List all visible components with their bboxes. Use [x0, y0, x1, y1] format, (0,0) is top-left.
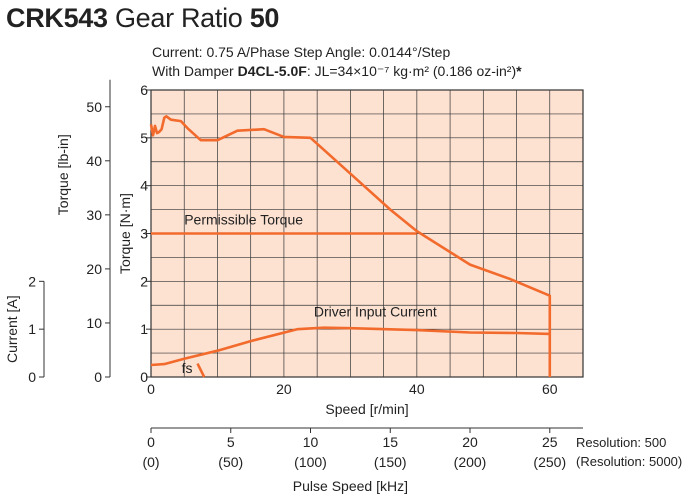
pulse-speed-label: Pulse Speed [kHz]	[293, 478, 408, 494]
pulse-tick-label: 25	[542, 434, 558, 450]
conditions-line-2: With Damper D4CL-5.0F: JL=34×10⁻⁷ kg·m² …	[152, 63, 522, 80]
y-tick-label-lbin: 20	[86, 261, 102, 277]
x-tick-label: 20	[276, 381, 292, 397]
y-tick-label-nm: 1	[140, 321, 148, 337]
model-name: CRK543	[6, 3, 108, 33]
fs-label: fs	[182, 360, 193, 376]
conditions-suffix: : JL=34×10⁻⁷ kg·m² (0.186 oz-in²)	[306, 63, 517, 79]
resolution-note: Resolution: 500	[576, 435, 666, 450]
pulse-tick-label: 10	[303, 434, 319, 450]
pulse-tick-label-sub: (50)	[218, 454, 243, 470]
pulse-speed-axis: 0 (0) 5 (50) 10 (100) 15 (150) 20 (200) 25 (250)	[142, 427, 583, 470]
y-axis-label-lbin: Torque [lb-in]	[55, 134, 71, 215]
series-pullout	[149, 115, 552, 377]
y-tick-label-nm: 5	[140, 130, 148, 146]
resolution-note-alt: (Resolution: 5000)	[576, 454, 682, 469]
conditions-line-1: Current: 0.75 A/Phase Step Angle: 0.0144…	[152, 44, 451, 60]
y-tick-label-nm: 3	[140, 226, 148, 242]
y-tick-label-current: 0	[28, 369, 36, 385]
pulse-tick-label: 20	[462, 434, 478, 450]
y-tick-label-current: 1	[28, 321, 36, 337]
pulse-tick-label-sub: (150)	[374, 454, 407, 470]
y-tick-label-current: 2	[28, 273, 36, 289]
pulse-tick-label-sub: (100)	[294, 454, 327, 470]
driver-input-current-label: Driver Input Current	[314, 303, 437, 319]
y-tick-label-nm: 0	[140, 369, 148, 385]
y-axis-label-nm: Torque [N·m]	[117, 193, 133, 274]
damper-model: D4CL-5.0F	[237, 63, 307, 79]
series-fs	[196, 363, 206, 378]
y-tick-label-lbin: 30	[86, 207, 102, 223]
y-tick-label-lbin: 40	[86, 153, 102, 169]
pulse-tick-label-sub: (250)	[533, 454, 566, 470]
gear-ratio-value: 50	[249, 3, 280, 33]
series-current	[150, 326, 550, 367]
x-axis-label: Speed [r/min]	[325, 401, 408, 417]
y-tick-label-nm: 6	[140, 82, 148, 98]
pulse-tick-label-sub: (0)	[142, 454, 159, 470]
pulse-tick-label: 15	[382, 434, 398, 450]
y-tick-label-nm: 4	[140, 178, 148, 194]
conditions-prefix: With Damper	[152, 63, 234, 79]
x-tick-label: 40	[409, 381, 425, 397]
y-tick-label-lbin: 0	[94, 369, 102, 385]
x-tick-label: 60	[542, 381, 558, 397]
y-tick-label-lbin: 10	[86, 315, 102, 331]
gear-ratio-label: Gear Ratio	[114, 3, 243, 33]
y-tick-label-nm: 2	[140, 273, 148, 289]
y-tick-label-lbin: 50	[86, 99, 102, 115]
y-axis-label-current: Current [A]	[4, 295, 20, 363]
permissible-torque-label: Permissible Torque	[184, 212, 303, 228]
pulse-tick-label-sub: (200)	[454, 454, 487, 470]
asterisk-mark: *	[516, 63, 522, 79]
curves	[149, 115, 552, 378]
x-tick-label: 0	[147, 381, 155, 397]
pulse-tick-label: 5	[227, 434, 235, 450]
chart-title: CRK543 Gear Ratio 50	[6, 3, 279, 34]
pulse-tick-label: 0	[147, 434, 155, 450]
